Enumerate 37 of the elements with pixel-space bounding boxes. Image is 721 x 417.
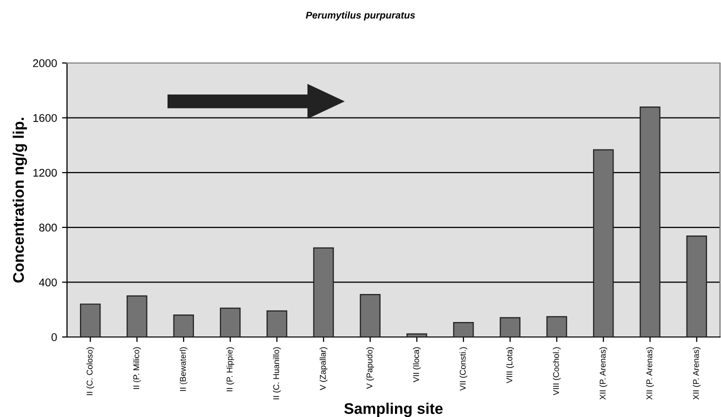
x-axis-title: Sampling site — [344, 402, 443, 417]
x-tick-label: II (C. Huanillo) — [273, 347, 281, 400]
bar — [406, 333, 428, 337]
y-tick-label: 800 — [39, 224, 57, 232]
x-tick-label: XII (P. Arenas) — [600, 347, 608, 400]
x-tick-label: II (P. Milico) — [133, 347, 141, 389]
bar — [360, 294, 381, 337]
x-tick-label: II (C. Coloso) — [86, 347, 94, 396]
bar — [266, 310, 288, 337]
x-tick-label: VIII (Lota) — [506, 347, 514, 384]
bar — [126, 295, 148, 337]
x-tick-label: XII (P. Arenas) — [646, 347, 654, 400]
x-tick-label: VII (Consti.) — [460, 347, 468, 391]
x-tick-label: VIII (Cochol.) — [552, 347, 561, 396]
x-tick-label: VII (Iloca) — [412, 347, 421, 382]
bar — [80, 304, 101, 337]
bar — [546, 316, 568, 337]
bar — [173, 314, 194, 337]
y-tick-label: 1600 — [33, 114, 57, 122]
y-tick-label: 1200 — [33, 168, 57, 177]
x-tick-label: V (Papudo) — [366, 347, 374, 389]
bar — [313, 247, 334, 337]
x-tick-label: II (Bewaterl) — [180, 347, 188, 391]
bar — [453, 322, 474, 337]
y-tick-label: 0 — [52, 333, 57, 342]
chart-title: Perumytilus purpuratus — [306, 11, 416, 21]
y-tick-label: 2000 — [33, 59, 57, 68]
bar — [500, 317, 520, 337]
bar — [686, 235, 708, 337]
x-tick-label: II (P. Hippie) — [226, 347, 234, 392]
y-tick-label: 400 — [38, 278, 57, 286]
x-tick-label: XII (P. Arenas) — [692, 347, 701, 400]
bar — [593, 149, 614, 337]
y-axis-title: Concentration ng/g lip. — [12, 118, 28, 283]
bar — [220, 308, 241, 337]
x-tick-label: V (Zapallar) — [320, 347, 328, 390]
bar — [640, 106, 660, 337]
